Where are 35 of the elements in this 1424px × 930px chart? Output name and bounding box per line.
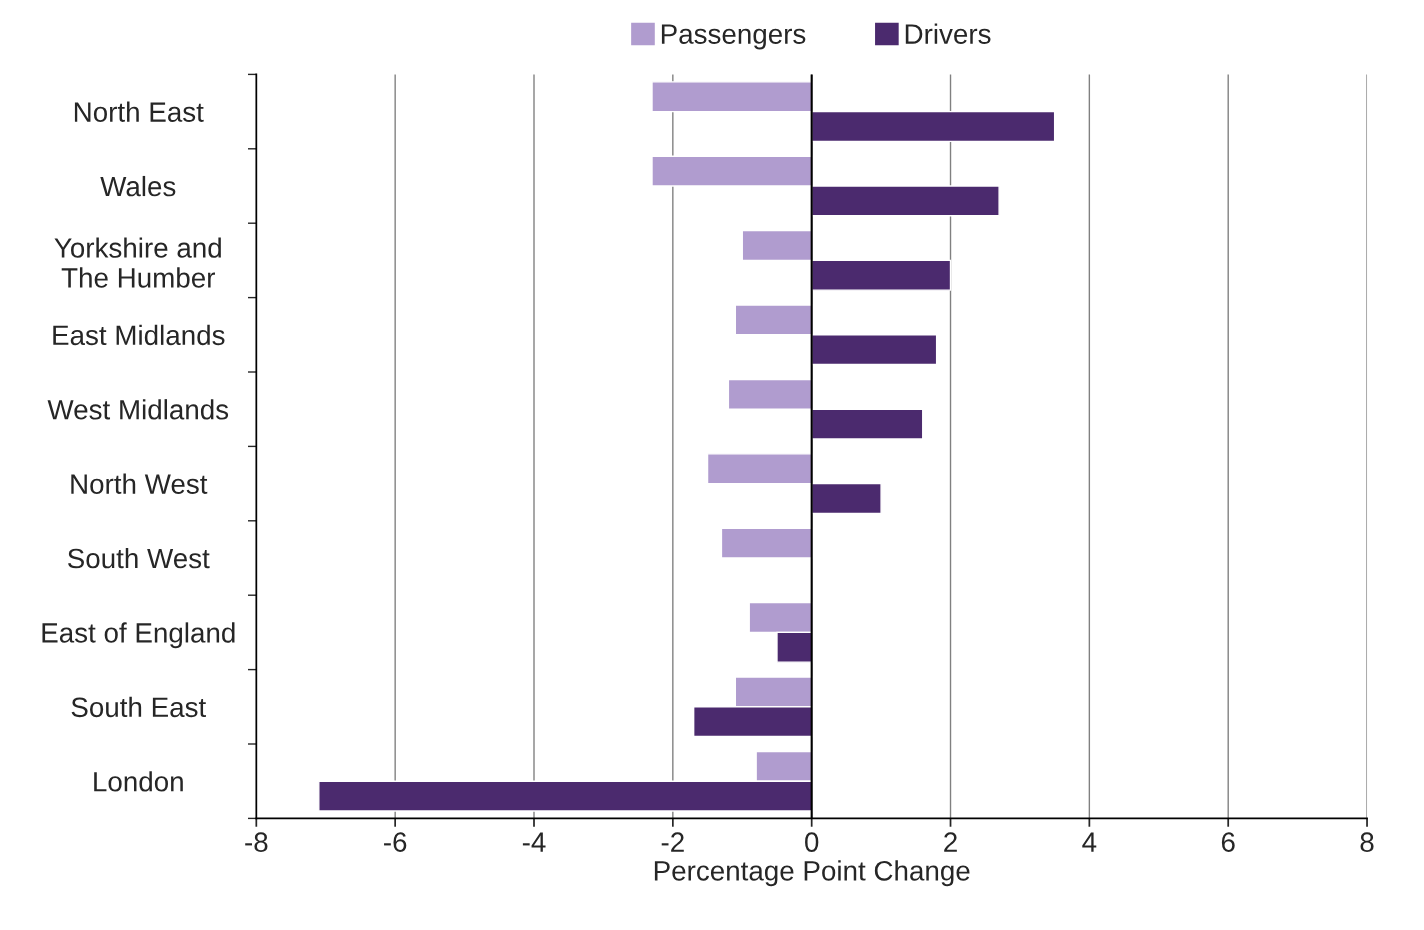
legend-label: Drivers <box>905 23 991 44</box>
bar <box>727 378 813 410</box>
bar <box>720 527 813 559</box>
bar <box>810 408 924 440</box>
x-axis-title: Percentage Point Change <box>654 860 970 887</box>
bar <box>651 81 813 113</box>
bar <box>651 155 813 187</box>
bar <box>810 259 952 291</box>
y-tick-label: West Midlands <box>47 399 229 420</box>
x-tick-label: 4 <box>1082 832 1097 852</box>
y-tick-label: London <box>94 771 183 792</box>
y-tick-label: South West <box>67 547 210 569</box>
bar <box>706 453 813 485</box>
bar <box>810 482 882 515</box>
y-tick-label: North East <box>74 101 204 122</box>
x-tick-label: 8 <box>1360 832 1374 852</box>
x-tick-label: 0 <box>805 832 819 852</box>
bar <box>810 185 1000 217</box>
y-tick-label: South East <box>71 696 207 718</box>
x-tick-label: 2 <box>944 832 957 852</box>
bar <box>810 110 1056 143</box>
x-tick-label: -8 <box>245 832 268 852</box>
bar <box>810 334 938 366</box>
legend-label: Passengers <box>661 24 806 50</box>
x-tick-label: -2 <box>661 832 684 852</box>
bar <box>734 304 813 336</box>
y-tick-label: East Midlands <box>53 324 225 346</box>
y-tick-label: Yorkshire and The Humber <box>54 237 221 288</box>
y-tick-label: Wales <box>100 175 176 197</box>
x-tick-label: 6 <box>1221 832 1235 852</box>
x-tick-label: -4 <box>522 832 546 852</box>
bar <box>741 229 813 262</box>
x-tick-label: -6 <box>384 832 407 852</box>
y-tick-label: East of England <box>42 622 235 649</box>
y-tick-label: North West <box>71 473 208 494</box>
